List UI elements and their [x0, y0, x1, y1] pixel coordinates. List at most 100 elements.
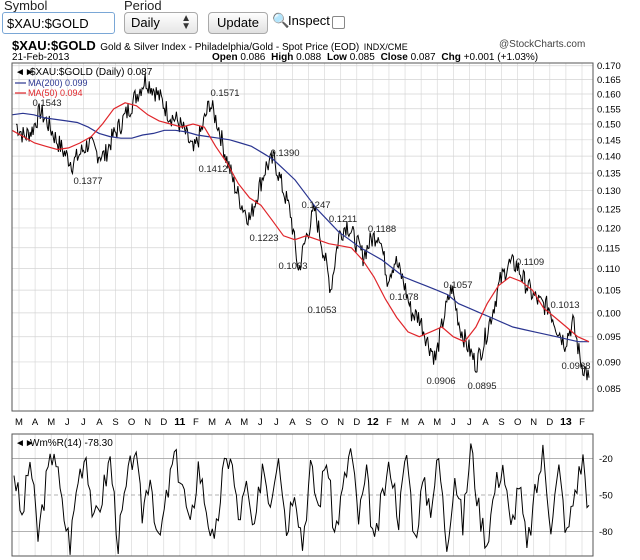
- inspect-checkbox[interactable]: [332, 16, 345, 29]
- x-tick-label: S: [305, 417, 311, 428]
- annotation-label: 0.1211: [329, 214, 357, 225]
- x-tick-label: M: [433, 417, 441, 428]
- symbol-label: Symbol: [4, 0, 48, 13]
- x-tick-label: M: [240, 417, 248, 428]
- x-tick-label: N: [337, 417, 344, 428]
- x-tick-label: F: [193, 417, 199, 428]
- x-tick-label: S: [112, 417, 118, 428]
- annotation-label: 0.1412: [198, 164, 227, 175]
- inspect-label: Inspect: [288, 13, 330, 28]
- legend-price: $XAU:$GOLD (Daily) 0.087: [30, 67, 153, 78]
- williams-icon: ◄►: [15, 438, 35, 449]
- y-tick-label: 0.105: [597, 286, 621, 297]
- annotation-label: 0.1377: [73, 176, 102, 187]
- x-tick-label: J: [467, 417, 472, 428]
- chart-date: 21-Feb-2013: [12, 52, 70, 63]
- y-tick-label: 0.150: [597, 120, 621, 131]
- williams-panel-frame: [11, 433, 594, 557]
- y-tick-label: 0.145: [597, 135, 621, 146]
- annotation-label: 0.1057: [443, 280, 472, 291]
- y-tick-label: 0.115: [597, 243, 620, 254]
- price-legend: ◄► $XAU:$GOLD (Daily) 0.087 MA(200) 0.09…: [15, 67, 153, 98]
- period-value: Daily: [131, 15, 160, 30]
- search-icon: 🔍: [272, 12, 290, 28]
- x-tick-label: A: [32, 417, 39, 428]
- x-tick-label: J: [258, 417, 263, 428]
- x-tick-label: A: [418, 417, 425, 428]
- annotation-label: 0.1109: [516, 257, 544, 268]
- annotation-label: 0.1013: [550, 300, 579, 311]
- chart-ticker: $XAU:$GOLD: [12, 38, 96, 53]
- williams-tick-label: -80: [599, 527, 613, 538]
- williams-tick-label: -50: [599, 491, 613, 502]
- x-tick-label: 13: [560, 416, 572, 428]
- y-tick-label: 0.170: [597, 61, 621, 72]
- y-tick-label: 0.120: [597, 223, 621, 234]
- price-line: [15, 73, 590, 381]
- period-label: Period: [124, 0, 162, 13]
- y-tick-label: 0.100: [597, 308, 621, 319]
- x-tick-label: J: [65, 417, 70, 428]
- symbol-input[interactable]: [2, 12, 115, 34]
- annotation-label: 0.1093: [278, 261, 307, 272]
- williams-line: [13, 443, 590, 555]
- x-tick-label: 11: [174, 416, 185, 428]
- annotation-label: 0.1543: [32, 98, 61, 109]
- update-button[interactable]: Update: [208, 12, 268, 34]
- y-tick-label: 0.110: [597, 264, 620, 275]
- select-arrows-icon: ▲ ▼: [181, 13, 191, 32]
- period-select[interactable]: Daily ▲ ▼: [124, 12, 198, 34]
- chart-exchange: INDX/CME: [363, 42, 408, 52]
- x-tick-label: F: [386, 417, 392, 428]
- x-tick-label: M: [47, 417, 55, 428]
- legend-williams: Wm%R(14) -78.30: [30, 438, 113, 449]
- y-tick-label: 0.155: [597, 104, 621, 115]
- williams-legend: ◄► Wm%R(14) -78.30: [15, 438, 113, 449]
- annotation-label: 0.1053: [307, 305, 336, 316]
- annotation-label: 0.1188: [368, 224, 396, 235]
- x-tick-label: 12: [367, 416, 379, 428]
- x-tick-label: N: [144, 417, 151, 428]
- x-tick-label: S: [498, 417, 504, 428]
- x-tick-label: M: [15, 417, 23, 428]
- y-tick-label: 0.165: [597, 75, 621, 86]
- ma200-line: [11, 112, 589, 343]
- ohlc-readout: Open 0.086 High 0.088 Low 0.085 Close 0.…: [212, 52, 539, 63]
- x-tick-label: J: [274, 417, 279, 428]
- legend-ma200: MA(200) 0.099: [28, 78, 88, 88]
- x-tick-label: A: [482, 417, 489, 428]
- y-tick-label: 0.125: [597, 204, 621, 215]
- y-tick-label: 0.130: [597, 186, 621, 197]
- x-tick-label: M: [208, 417, 216, 428]
- copyright: @StockCharts.com: [499, 39, 586, 50]
- x-tick-label: F: [579, 417, 585, 428]
- ma50-line: [11, 102, 590, 343]
- annotation-label: 0.1390: [270, 148, 299, 159]
- annotation-label: 0.1078: [389, 292, 418, 303]
- y-tick-label: 0.160: [597, 89, 621, 100]
- x-tick-label: D: [546, 417, 553, 428]
- y-tick-label: 0.095: [597, 332, 621, 343]
- y-tick-label: 0.090: [597, 357, 621, 368]
- williams-tick-label: -20: [599, 454, 613, 465]
- x-tick-label: O: [321, 417, 328, 428]
- annotation-label: 0.0895: [467, 381, 496, 392]
- x-tick-label: D: [353, 417, 360, 428]
- x-tick-label: M: [401, 417, 409, 428]
- x-tick-label: N: [530, 417, 537, 428]
- annotation-label: 0.1223: [249, 233, 278, 244]
- chart-description: Gold & Silver Index - Philadelphia/Gold …: [100, 42, 360, 53]
- x-tick-label: J: [81, 417, 86, 428]
- x-tick-label: J: [451, 417, 456, 428]
- update-label: Update: [217, 15, 259, 30]
- x-tick-label: A: [96, 417, 103, 428]
- x-tick-label: O: [128, 417, 135, 428]
- annotation-label: 0.1247: [301, 200, 330, 211]
- y-tick-label: 0.140: [597, 152, 621, 163]
- annotation-label: 0.0906: [426, 376, 455, 387]
- price-panel-frame: [11, 62, 594, 412]
- y-tick-label: 0.135: [597, 169, 621, 180]
- legend-candle-icon: ◄►: [15, 67, 35, 78]
- y-tick-label: 0.085: [597, 384, 621, 395]
